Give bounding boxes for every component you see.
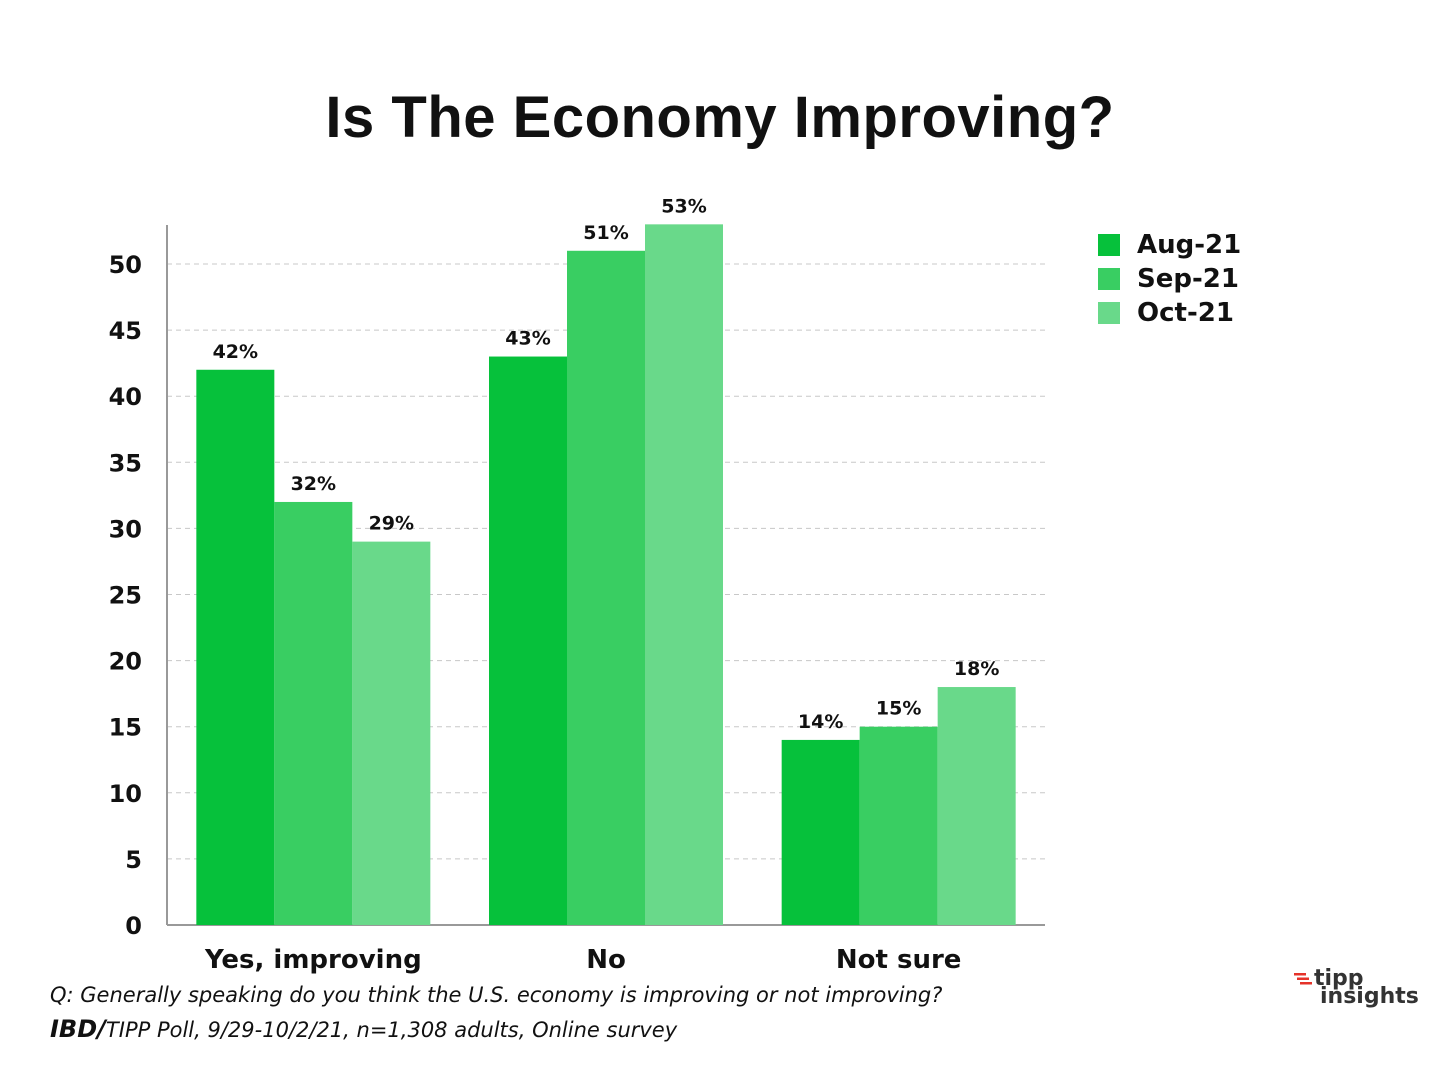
- legend: Aug-21 Sep-21 Oct-21: [1098, 228, 1241, 330]
- x-category-label: Yes, improving: [204, 945, 422, 975]
- y-tick-label: 30: [109, 515, 142, 543]
- data-label: 32%: [291, 473, 336, 495]
- legend-label: Oct-21: [1137, 298, 1234, 328]
- logo-text-insights: insights: [1320, 984, 1419, 1009]
- data-label: 14%: [798, 711, 843, 733]
- data-label: 51%: [583, 222, 628, 244]
- y-tick-label: 35: [109, 449, 142, 477]
- data-label: 18%: [954, 658, 999, 680]
- data-labels: 42% 32% 29% 43% 51% 53% 14% 15% 18%: [213, 195, 1000, 733]
- chart-title: Is The Economy Improving?: [325, 85, 1115, 150]
- y-tick-label: 45: [109, 317, 142, 345]
- bar-oct-21: [937, 687, 1016, 925]
- bar-sep-21: [274, 501, 353, 925]
- y-tick-label: 40: [109, 383, 142, 411]
- legend-item: Aug-21: [1098, 228, 1241, 262]
- data-label: 42%: [213, 341, 258, 363]
- y-tick-label: 20: [109, 648, 142, 676]
- bar-sep-21: [567, 250, 645, 925]
- bar-oct-21: [645, 224, 723, 926]
- axes: 0 5 10 15 20 25 30 35 40 45 50 Yes, improving No Not …: [109, 225, 1045, 975]
- logo-mark-icon: [1294, 973, 1312, 985]
- bar-aug-21: [781, 739, 860, 925]
- y-tick-label: 25: [109, 582, 142, 610]
- tipp-insights-logo: tipp insights: [1294, 966, 1419, 1016]
- legend-label: Aug-21: [1137, 230, 1242, 260]
- bar-aug-21: [489, 356, 567, 925]
- legend-swatch: [1098, 234, 1120, 256]
- bar-sep-21: [859, 726, 938, 925]
- legend-item: Oct-21: [1098, 296, 1241, 330]
- y-tick-label: 5: [125, 846, 142, 874]
- footnote-source: IBD/TIPP Poll, 9/29-10/2/21, n=1,308 adu…: [50, 1015, 677, 1043]
- x-category-label: No: [586, 945, 626, 975]
- source-details: TIPP Poll, 9/29-10/2/21, n=1,308 adults,…: [105, 1018, 678, 1042]
- legend-swatch: [1098, 268, 1120, 290]
- data-label: 29%: [369, 513, 414, 535]
- data-label: 15%: [876, 698, 921, 720]
- y-tick-label: 10: [109, 780, 142, 808]
- legend-item: Sep-21: [1098, 262, 1241, 296]
- bars: [196, 224, 1016, 926]
- bar-oct-21: [352, 541, 431, 925]
- source-prefix: IBD/: [50, 1015, 106, 1043]
- data-label: 43%: [505, 328, 550, 350]
- footnote-question: Q: Generally speaking do you think the U…: [50, 983, 943, 1007]
- legend-swatch: [1098, 302, 1120, 324]
- y-tick-label: 50: [109, 251, 142, 279]
- x-category-label: Not sure: [836, 945, 962, 975]
- bar-aug-21: [196, 369, 275, 925]
- legend-label: Sep-21: [1137, 264, 1239, 294]
- logo-text-tipp: tipp: [1314, 966, 1364, 991]
- y-tick-label: 15: [109, 714, 142, 742]
- y-tick-label: 0: [125, 912, 142, 940]
- data-label: 53%: [661, 195, 706, 217]
